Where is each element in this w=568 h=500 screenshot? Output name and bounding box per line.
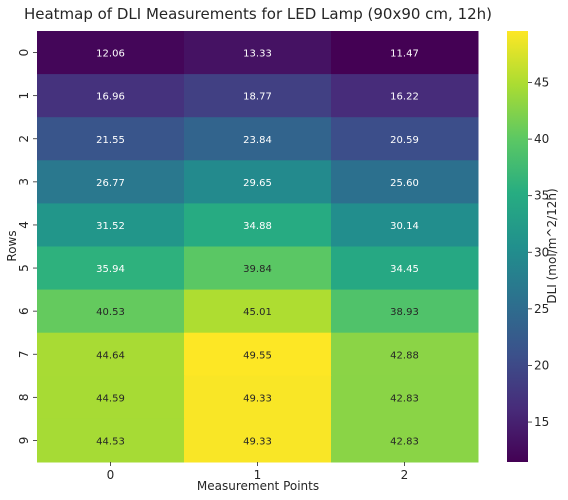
colorbar-tick-label: 30 [534, 245, 549, 259]
chart-title: Heatmap of DLI Measurements for LED Lamp… [24, 5, 492, 23]
y-tick-label: 2 [17, 135, 31, 143]
y-tick-label: 9 [17, 437, 31, 445]
x-tick-label: 1 [254, 468, 262, 482]
heatmap-cell [37, 203, 185, 247]
cell-value-label: 34.45 [390, 264, 419, 275]
heatmap-cell [184, 246, 332, 291]
cell-value-label: 21.55 [96, 135, 125, 146]
x-axis-ticks: 0 1 2 [107, 462, 409, 482]
heatmap-cell [184, 203, 332, 247]
heatmap-cell [37, 74, 185, 118]
colorbar-tick-label: 45 [534, 75, 549, 89]
heatmap-cell [331, 160, 479, 204]
colorbar-tick-label: 40 [534, 132, 549, 146]
heatmap-cell [331, 117, 479, 161]
heatmap-cell [331, 418, 479, 463]
heatmap-cell [37, 31, 185, 75]
cell-value-label: 45.01 [243, 307, 272, 318]
cell-value-label: 11.47 [390, 49, 419, 60]
cell-value-label: 12.06 [96, 49, 125, 60]
colorbar-label: DLI (mol/m^2/12h) [545, 188, 559, 303]
y-axis-ticks: 0 1 2 3 4 5 6 7 8 9 [17, 49, 37, 445]
cell-value-label: 23.84 [243, 135, 272, 146]
y-tick-label: 6 [17, 307, 31, 315]
cell-value-label: 49.33 [243, 436, 272, 447]
colorbar-tick-label: 35 [534, 189, 549, 203]
y-tick-label: 5 [17, 264, 31, 272]
y-tick-label: 0 [17, 49, 31, 57]
y-axis-label: Rows [5, 230, 19, 261]
heatmap-cell [331, 31, 479, 75]
colorbar [507, 31, 528, 462]
heatmap-cell [184, 332, 332, 377]
heatmap-cell [331, 375, 479, 420]
heatmap-cells: 12.06 13.33 11.47 16.96 18.77 16.22 21.55 23.84… [37, 31, 479, 463]
heatmap-cell [331, 74, 479, 118]
x-tick-label: 2 [401, 468, 409, 482]
heatmap-cell [37, 418, 185, 463]
x-axis-label: Measurement Points [197, 479, 319, 493]
y-tick-label: 8 [17, 394, 31, 402]
y-tick-label: 1 [17, 92, 31, 100]
cell-value-label: 31.52 [96, 221, 125, 232]
cell-value-label: 44.59 [96, 393, 125, 404]
heatmap-cell [37, 117, 185, 161]
heatmap-cell [37, 160, 185, 204]
heatmap-cell [184, 117, 332, 161]
cell-value-label: 38.93 [390, 307, 419, 318]
heatmap-cell [184, 160, 332, 204]
cell-value-label: 42.88 [390, 350, 419, 361]
cell-value-label: 30.14 [390, 221, 419, 232]
x-tick-label: 0 [107, 468, 115, 482]
y-tick-label: 7 [17, 350, 31, 358]
cell-value-label: 25.60 [390, 178, 419, 189]
colorbar-tick-label: 15 [534, 415, 549, 429]
cell-value-label: 39.84 [243, 264, 272, 275]
heatmap-cell [37, 375, 185, 420]
heatmap-cell [331, 246, 479, 291]
cell-value-label: 42.83 [390, 393, 419, 404]
cell-value-label: 49.55 [243, 350, 272, 361]
cell-value-label: 16.22 [390, 92, 419, 103]
cell-value-label: 16.96 [96, 92, 125, 103]
cell-value-label: 40.53 [96, 307, 125, 318]
heatmap-cell [184, 418, 332, 463]
heatmap-cell [184, 74, 332, 118]
cell-value-label: 42.83 [390, 436, 419, 447]
cell-value-label: 35.94 [96, 264, 125, 275]
colorbar-ticks: 15 20 25 30 35 40 45 [528, 75, 549, 429]
y-tick-label: 4 [17, 221, 31, 229]
cell-value-label: 26.77 [96, 178, 125, 189]
heatmap-cell [184, 289, 332, 334]
y-tick-label: 3 [17, 178, 31, 186]
heatmap-cell [184, 375, 332, 420]
heatmap-cell [37, 246, 185, 291]
cell-value-label: 18.77 [243, 92, 272, 103]
heatmap-cell [331, 332, 479, 377]
cell-value-label: 49.33 [243, 393, 272, 404]
heatmap-cell [331, 289, 479, 334]
heatmap-cell [184, 31, 332, 75]
heatmap-cell [37, 289, 185, 334]
cell-value-label: 44.53 [96, 436, 125, 447]
colorbar-tick-label: 20 [534, 358, 549, 372]
cell-value-label: 20.59 [390, 135, 419, 146]
cell-value-label: 13.33 [243, 49, 272, 60]
heatmap-cell [331, 203, 479, 247]
cell-value-label: 44.64 [96, 350, 125, 361]
heatmap-cell [37, 332, 185, 377]
colorbar-tick-label: 25 [534, 302, 549, 316]
cell-value-label: 34.88 [243, 221, 272, 232]
cell-value-label: 29.65 [243, 178, 272, 189]
